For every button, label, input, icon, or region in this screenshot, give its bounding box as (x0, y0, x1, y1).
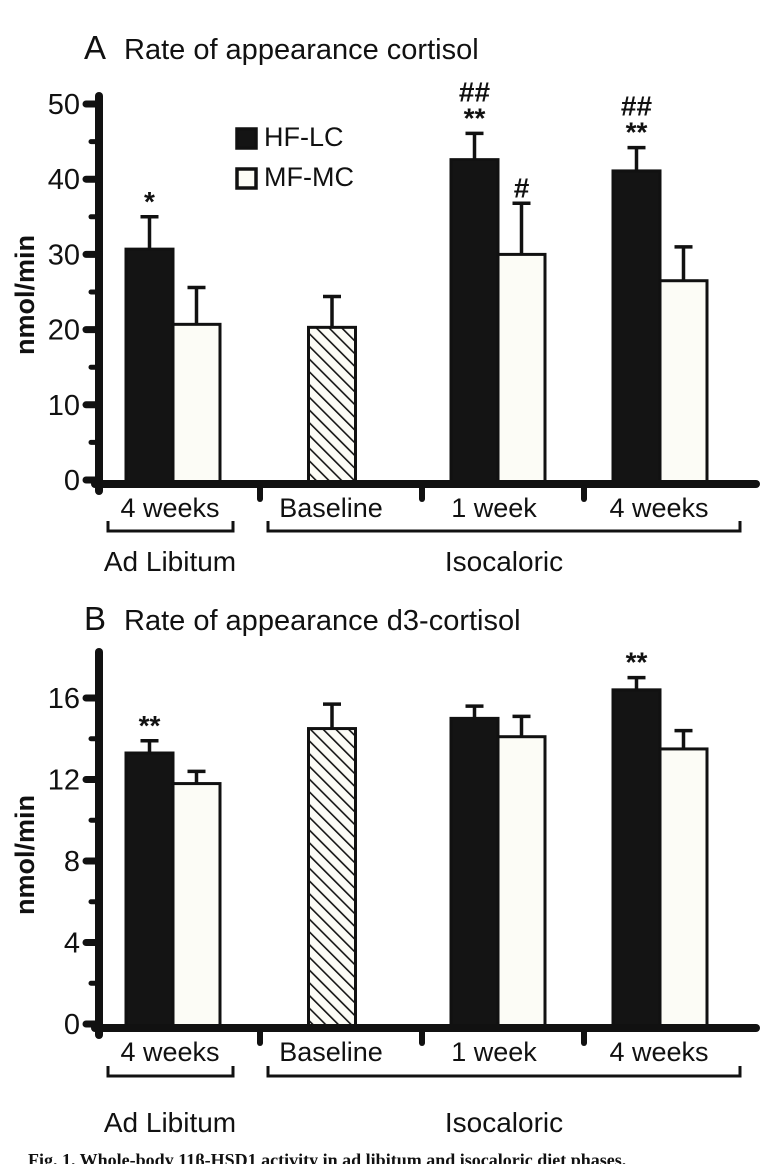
significance-annotation: # (514, 172, 530, 203)
y-tick-label: 40 (48, 164, 80, 196)
y-axis-label: nmol/min (10, 235, 40, 355)
panel-title: Rate of appearance d3-cortisol (124, 605, 521, 637)
section-bracket (106, 521, 235, 533)
section-label: Ad Libitum (104, 1107, 236, 1138)
figure-caption: Fig. 1. Whole-body 11β-HSD1 activity in … (28, 1150, 627, 1164)
bar-mf-mc (496, 252, 547, 485)
bar-mf-mc (171, 782, 222, 1029)
y-tick-label: 0 (64, 465, 80, 497)
significance-annotation: ** (464, 102, 486, 133)
significance-annotation: * (144, 186, 155, 217)
legend-label: MF-MC (264, 162, 354, 192)
bar-hf-lc (124, 247, 175, 485)
section-bracket (266, 521, 742, 533)
y-tick-label: 16 (48, 683, 80, 715)
x-group-label: 1 week (451, 1037, 537, 1067)
y-tick-label: 12 (48, 765, 80, 797)
section-bracket (266, 1066, 742, 1078)
bar-hf-lc (124, 751, 175, 1029)
bar-mf-mc (496, 735, 547, 1029)
bar-mf-mc (658, 747, 709, 1029)
bar-hf-lc (449, 716, 500, 1029)
section-label: Isocaloric (445, 1107, 563, 1138)
x-group-label: Baseline (279, 1037, 383, 1067)
y-tick-label: 0 (64, 1009, 80, 1041)
significance-annotation: ** (626, 647, 648, 678)
legend-label: HF-LC (264, 122, 344, 152)
y-tick-label: 4 (64, 928, 80, 960)
legend-swatch-mf-mc (235, 167, 258, 190)
x-group-label: 4 weeks (609, 493, 708, 523)
panel-title: Rate of appearance cortisol (124, 34, 479, 66)
y-tick-label: 30 (48, 239, 80, 271)
x-group-label: 4 weeks (120, 493, 219, 523)
section-label: Ad Libitum (104, 546, 236, 577)
bar-baseline (307, 325, 357, 485)
section-label: Isocaloric (445, 546, 563, 577)
legend-swatch-hf-lc (235, 127, 258, 150)
y-tick-label: 8 (64, 846, 80, 878)
significance-annotation: ** (626, 117, 648, 148)
panel-letter: B (84, 600, 106, 637)
x-group-label: 4 weeks (120, 1037, 219, 1067)
panel-letter: A (84, 29, 106, 66)
significance-annotation: ** (139, 710, 161, 741)
x-group-label: Baseline (279, 493, 383, 523)
significance-annotation: ## (621, 91, 653, 122)
bar-mf-mc (171, 322, 222, 485)
bar-mf-mc (658, 279, 709, 485)
y-tick-label: 50 (48, 89, 80, 121)
y-tick-label: 20 (48, 315, 80, 347)
bar-hf-lc (611, 169, 662, 485)
x-group-label: 1 week (451, 493, 537, 523)
y-tick-label: 10 (48, 390, 80, 422)
x-group-label: 4 weeks (609, 1037, 708, 1067)
significance-annotation: ## (459, 76, 491, 107)
bar-baseline (307, 727, 357, 1029)
bar-hf-lc (449, 158, 500, 485)
panel-B: ** ** 0 4 8 12 16 4 weeks Baseline 1 week 4 weeks A… (10, 600, 760, 1138)
bar-hf-lc (611, 688, 662, 1029)
section-bracket (106, 1066, 235, 1078)
y-axis-label: nmol/min (10, 795, 40, 915)
